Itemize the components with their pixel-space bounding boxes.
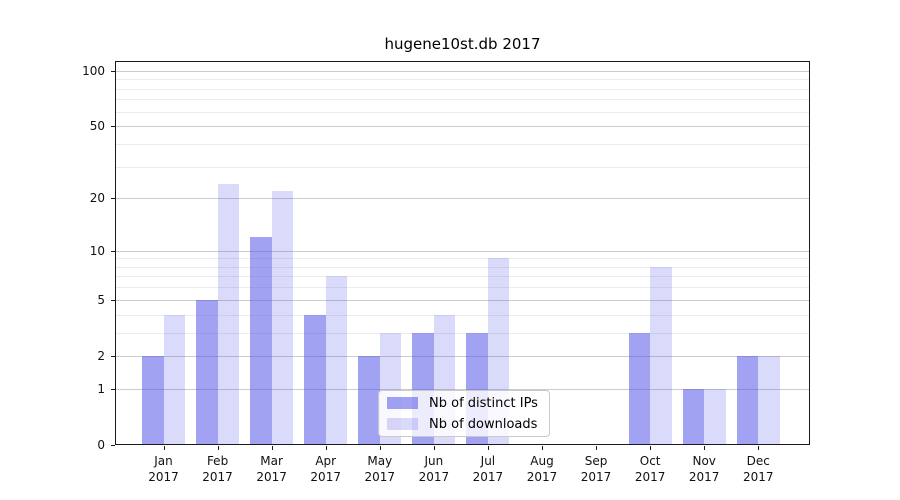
chart-title: hugene10st.db 2017	[384, 35, 541, 53]
gridline-minor-80	[116, 89, 809, 90]
gridline-minor-3	[116, 333, 809, 334]
gridline-minor-4	[116, 315, 809, 316]
bar-mar-downloads	[271, 190, 294, 445]
y-tick-2	[111, 356, 115, 357]
y-tick-50	[111, 126, 115, 127]
y-tick-label-50: 50	[89, 119, 105, 134]
gridline-minor-30	[116, 167, 809, 168]
legend-swatch-downloads	[387, 418, 418, 430]
x-tick-feb	[218, 446, 219, 450]
y-tick-100	[111, 71, 115, 72]
x-tick-dec	[758, 446, 759, 450]
y-tick-label-1: 1	[97, 381, 105, 396]
bar-dec-downloads	[758, 355, 780, 445]
x-tick-label-dec: Dec 2017	[742, 454, 774, 484]
y-tick-label-2: 2	[97, 348, 105, 363]
x-tick-label-sep: Sep 2017	[580, 454, 612, 484]
bar-oct-distinct-ips	[628, 332, 651, 445]
x-tick-label-oct: Oct 2017	[634, 454, 666, 484]
legend-label-distinct-ips: Nb of distinct IPs	[429, 395, 538, 411]
x-tick-aug	[542, 446, 543, 450]
gridline-major-20	[116, 198, 809, 199]
y-tick-label-10: 10	[89, 243, 105, 258]
bar-feb-downloads	[217, 184, 240, 445]
gridline-minor-9	[116, 258, 809, 259]
x-tick-jan	[164, 446, 165, 450]
x-tick-nov	[704, 446, 705, 450]
x-tick-label-may: May 2017	[364, 454, 396, 484]
y-tick-1	[111, 389, 115, 390]
x-tick-may	[380, 446, 381, 450]
gridline-minor-8	[116, 267, 809, 268]
x-tick-label-feb: Feb 2017	[202, 454, 233, 484]
y-tick-0	[111, 445, 115, 446]
bar-feb-distinct-ips	[196, 299, 218, 445]
gridline-minor-40	[116, 144, 809, 145]
y-tick-20	[111, 198, 115, 199]
gridline-minor-7	[116, 276, 809, 277]
gridline-major-1	[116, 389, 809, 390]
bar-dec-distinct-ips	[736, 355, 759, 445]
x-tick-apr	[326, 446, 327, 450]
y-tick-label-0: 0	[97, 438, 105, 452]
x-tick-oct	[650, 446, 651, 450]
bar-jan-downloads	[163, 314, 185, 445]
gridline-major-100	[116, 71, 809, 72]
x-tick-label-jan: Jan 2017	[148, 454, 179, 484]
x-tick-label-aug: Aug 2017	[526, 454, 558, 484]
bar-oct-downloads	[650, 266, 672, 445]
legend: Nb of distinct IPs Nb of downloads	[378, 390, 550, 437]
bar-mar-distinct-ips	[250, 237, 272, 445]
gridline-major-2	[116, 356, 809, 357]
bar-apr-downloads	[325, 276, 348, 445]
gridline-major-10	[116, 251, 809, 252]
legend-item-distinct-ips: Nb of distinct IPs	[387, 394, 541, 412]
x-tick-label-jul: Jul 2017	[472, 454, 504, 484]
gridline-minor-6	[116, 287, 809, 288]
x-tick-jun	[434, 446, 435, 450]
legend-label-downloads: Nb of downloads	[429, 416, 538, 432]
gridline-minor-70	[116, 99, 809, 100]
gridline-major-50	[116, 126, 809, 127]
bar-jan-distinct-ips	[142, 355, 164, 445]
x-tick-label-apr: Apr 2017	[310, 454, 341, 484]
gridline-minor-90	[116, 79, 809, 80]
x-tick-label-jun: Jun 2017	[418, 454, 450, 484]
y-tick-label-5: 5	[97, 292, 105, 307]
bar-nov-downloads	[704, 388, 726, 445]
y-tick-label-100: 100	[82, 63, 105, 78]
gridline-major-5	[116, 300, 809, 301]
y-tick-10	[111, 251, 115, 252]
legend-item-downloads: Nb of downloads	[387, 415, 541, 433]
x-tick-jul	[488, 446, 489, 450]
x-tick-mar	[272, 446, 273, 450]
gridline-minor-60	[116, 112, 809, 113]
bar-may-distinct-ips	[358, 355, 380, 445]
bar-apr-distinct-ips	[304, 314, 326, 445]
legend-swatch-distinct-ips	[387, 397, 418, 409]
y-tick-label-20: 20	[89, 191, 105, 206]
x-tick-label-nov: Nov 2017	[688, 454, 720, 484]
y-tick-5	[111, 300, 115, 301]
x-tick-sep	[596, 446, 597, 450]
bar-nov-distinct-ips	[682, 388, 705, 445]
x-tick-label-mar: Mar 2017	[256, 454, 287, 484]
